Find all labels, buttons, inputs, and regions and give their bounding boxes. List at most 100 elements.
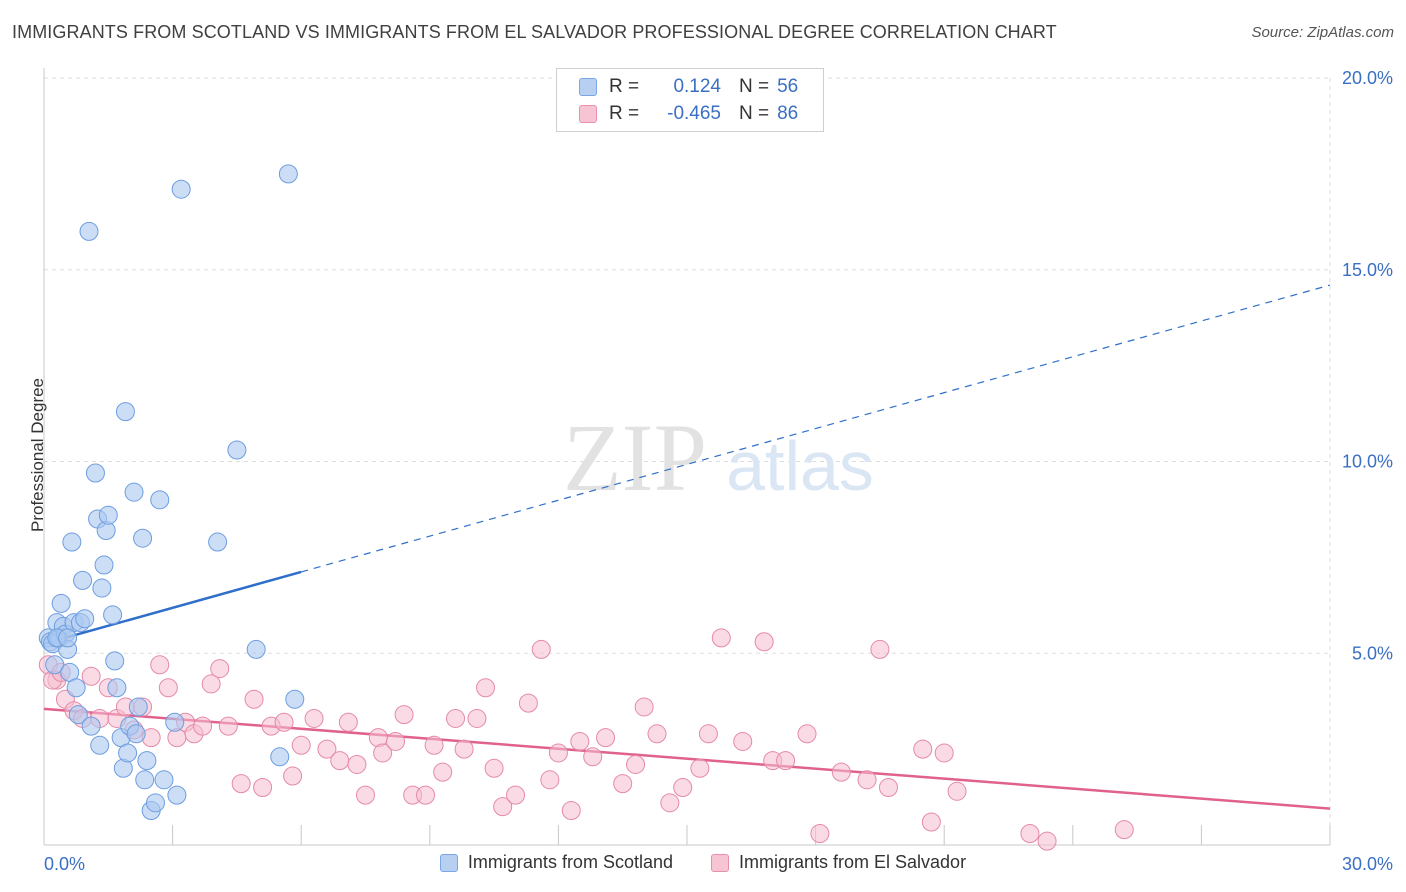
point-scotland — [137, 751, 157, 771]
point-el-salvador — [947, 781, 967, 801]
legend-r-value-el-salvador: -0.465 — [667, 103, 721, 124]
x-tick-label: 0.0% — [44, 854, 85, 874]
point-el-salvador — [416, 785, 436, 805]
legend-n-label: N = — [739, 103, 770, 124]
point-scotland — [58, 628, 78, 648]
point-el-salvador — [531, 639, 551, 659]
point-el-salvador — [338, 712, 358, 732]
point-el-salvador — [934, 743, 954, 763]
point-scotland — [154, 770, 174, 790]
point-el-salvador — [476, 678, 496, 698]
series-el-salvador — [38, 628, 1134, 851]
point-scotland — [79, 221, 99, 241]
point-scotland — [171, 179, 191, 199]
point-el-salvador — [493, 797, 513, 817]
y-tick-label: 15.0% — [1342, 260, 1393, 280]
tick-labels: 5.0% 10.0% 15.0% 20.0% 0.0% 30.0% — [44, 68, 1393, 874]
point-el-salvador — [698, 724, 718, 744]
point-scotland — [81, 716, 101, 736]
point-scotland — [208, 532, 228, 552]
series-legend: Immigrants from Scotland Immigrants from… — [0, 852, 1406, 873]
point-el-salvador — [810, 823, 830, 843]
point-el-salvador — [690, 758, 710, 778]
point-scotland — [85, 463, 105, 483]
point-scotland — [94, 555, 114, 575]
point-el-salvador — [330, 751, 350, 771]
y-tick-label: 20.0% — [1342, 68, 1393, 88]
point-el-salvador — [583, 747, 603, 767]
point-el-salvador — [1114, 820, 1134, 840]
point-el-salvador — [626, 754, 646, 774]
point-el-salvador — [467, 708, 487, 728]
point-el-salvador — [754, 632, 774, 652]
point-scotland — [165, 712, 185, 732]
watermark-zip: ZIP — [563, 404, 707, 511]
point-el-salvador — [433, 762, 453, 782]
legend-swatch-scotland — [579, 78, 597, 96]
point-el-salvador — [540, 770, 560, 790]
point-el-salvador — [857, 770, 877, 790]
point-el-salvador — [446, 708, 466, 728]
point-el-salvador — [733, 731, 753, 751]
y-tick-label: 5.0% — [1352, 643, 1393, 663]
correlation-legend: R = 0.124 N = 56 R = -0.465 N = 86 — [556, 68, 824, 132]
point-el-salvador — [291, 735, 311, 755]
point-el-salvador — [561, 800, 581, 820]
chart-title: IMMIGRANTS FROM SCOTLAND VS IMMIGRANTS F… — [12, 22, 1057, 42]
point-el-salvador — [647, 724, 667, 744]
point-scotland — [270, 747, 290, 767]
legend-swatch-el-salvador — [579, 105, 597, 123]
series-scotland — [38, 164, 305, 820]
trend-lines — [43, 284, 1331, 810]
point-el-salvador — [81, 666, 101, 686]
point-el-salvador — [274, 712, 294, 732]
point-el-salvador — [673, 777, 693, 797]
point-el-salvador — [347, 754, 367, 774]
point-el-salvador — [484, 758, 504, 778]
trend-line-scotland-extension — [301, 284, 1331, 573]
point-el-salvador — [506, 785, 526, 805]
point-el-salvador — [218, 716, 238, 736]
point-scotland — [98, 505, 118, 525]
point-scotland — [73, 570, 93, 590]
point-el-salvador — [253, 777, 273, 797]
point-el-salvador — [660, 793, 680, 813]
point-scotland — [45, 655, 65, 675]
point-el-salvador — [373, 743, 393, 763]
legend-r-label: R = — [609, 103, 640, 124]
point-scotland — [105, 651, 125, 671]
point-scotland — [167, 785, 187, 805]
y-tick-label: 10.0% — [1342, 452, 1393, 472]
point-el-salvador — [1020, 823, 1040, 843]
point-scotland — [285, 689, 305, 709]
point-scotland — [135, 770, 155, 790]
point-el-salvador — [878, 777, 898, 797]
point-el-salvador — [454, 739, 474, 759]
point-scotland — [150, 490, 170, 510]
legend-label-el-salvador: Immigrants from El Salvador — [739, 852, 967, 872]
point-scotland — [107, 678, 127, 698]
axes — [43, 68, 1331, 846]
point-scotland — [118, 743, 138, 763]
legend-n-label: N = — [739, 76, 770, 97]
point-scotland — [246, 639, 266, 659]
point-el-salvador — [548, 743, 568, 763]
point-el-salvador — [386, 731, 406, 751]
point-scotland — [75, 609, 95, 629]
point-scotland — [128, 697, 148, 717]
point-el-salvador — [613, 774, 633, 794]
point-el-salvador — [317, 739, 337, 759]
legend-r-label: R = — [609, 76, 640, 97]
point-scotland — [103, 605, 123, 625]
point-el-salvador — [831, 762, 851, 782]
point-el-salvador — [356, 785, 375, 805]
watermark-atlas: atlas — [726, 427, 874, 505]
point-el-salvador — [424, 735, 444, 755]
point-el-salvador — [193, 716, 213, 736]
point-scotland — [278, 164, 298, 184]
watermark: ZIP atlas — [563, 404, 874, 511]
legend-row-el-salvador: R = -0.465 N = 86 — [579, 101, 798, 127]
point-scotland — [115, 402, 135, 422]
point-el-salvador — [394, 705, 414, 725]
